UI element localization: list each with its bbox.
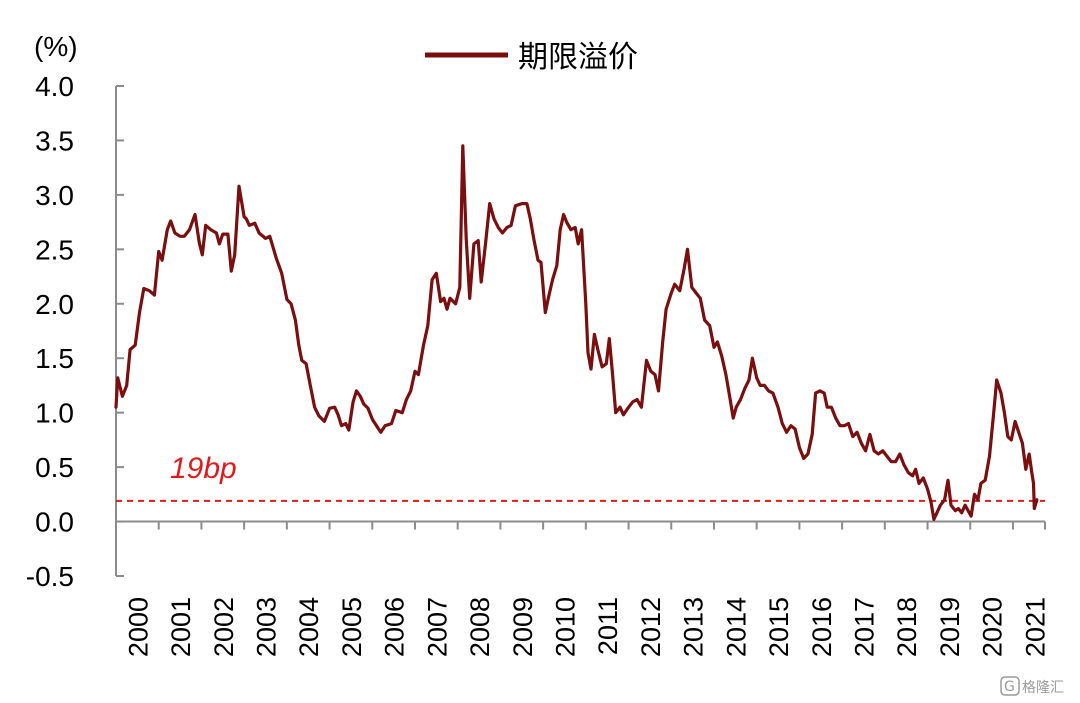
x-tick-label: 2008	[465, 597, 495, 657]
x-tick-label: 2020	[978, 597, 1008, 657]
x-tick-label: 2005	[337, 597, 367, 657]
y-tick-label: 1.5	[35, 343, 74, 374]
series-group	[114, 144, 1039, 521]
x-tick-label: 2006	[380, 597, 410, 657]
y-tick-label: 0.5	[35, 452, 74, 483]
watermark: G 格隆汇	[1000, 676, 1064, 696]
x-tick-label: 2009	[508, 597, 538, 657]
series-line-term-premium	[114, 144, 1039, 521]
y-tick-label: -0.5	[26, 561, 74, 592]
x-tick-label: 2017	[849, 597, 879, 657]
watermark-logo-glyph: G	[1004, 679, 1015, 695]
y-tick-label: 3.5	[35, 125, 74, 156]
y-tick-label: 3.0	[35, 180, 74, 211]
y-tick-label: 4.0	[35, 71, 74, 102]
x-tick-label: 2011	[593, 597, 623, 655]
watermark-logo-icon	[1000, 676, 1020, 696]
x-tick-label: 2003	[251, 597, 281, 657]
y-tick-label: 0.0	[35, 507, 74, 538]
x-tick-label: 2013	[679, 597, 709, 657]
y-axis: 4.0 3.5 3.0 2.5 2.0 1.5 1.0 0.5 0.0 -0.5	[26, 71, 124, 592]
y-tick-label: 1.0	[35, 398, 74, 429]
x-tick-label: 2019	[935, 597, 965, 657]
x-tick-label: 2012	[636, 597, 666, 657]
x-tick-label: 2014	[721, 597, 751, 657]
x-tick-label: 2021	[1020, 597, 1050, 657]
x-axis: 2000 2001 2002 2003 2004 2005 2006 2007 2008 2009…	[115, 520, 1050, 657]
reference-line-label: 19bp	[170, 452, 237, 485]
x-tick-label: 2015	[764, 597, 794, 657]
x-tick-label: 2000	[123, 597, 153, 657]
x-tick-label: 2010	[550, 597, 580, 657]
x-tick-label: 2016	[807, 597, 837, 657]
x-tick-label: 2007	[422, 597, 452, 657]
legend-label-term-premium: 期限溢价	[518, 40, 638, 75]
watermark-text: 格隆汇	[1022, 680, 1064, 696]
x-tick-label: 2001	[166, 597, 196, 657]
x-tick-label: 2018	[892, 597, 922, 657]
x-tick-label: 2002	[209, 597, 239, 657]
y-tick-label: 2.5	[35, 234, 74, 265]
legend: 期限溢价	[425, 40, 638, 75]
y-unit-label: (%)	[34, 31, 78, 62]
y-tick-label: 2.0	[35, 289, 74, 320]
x-tick-label: 2004	[294, 597, 324, 657]
